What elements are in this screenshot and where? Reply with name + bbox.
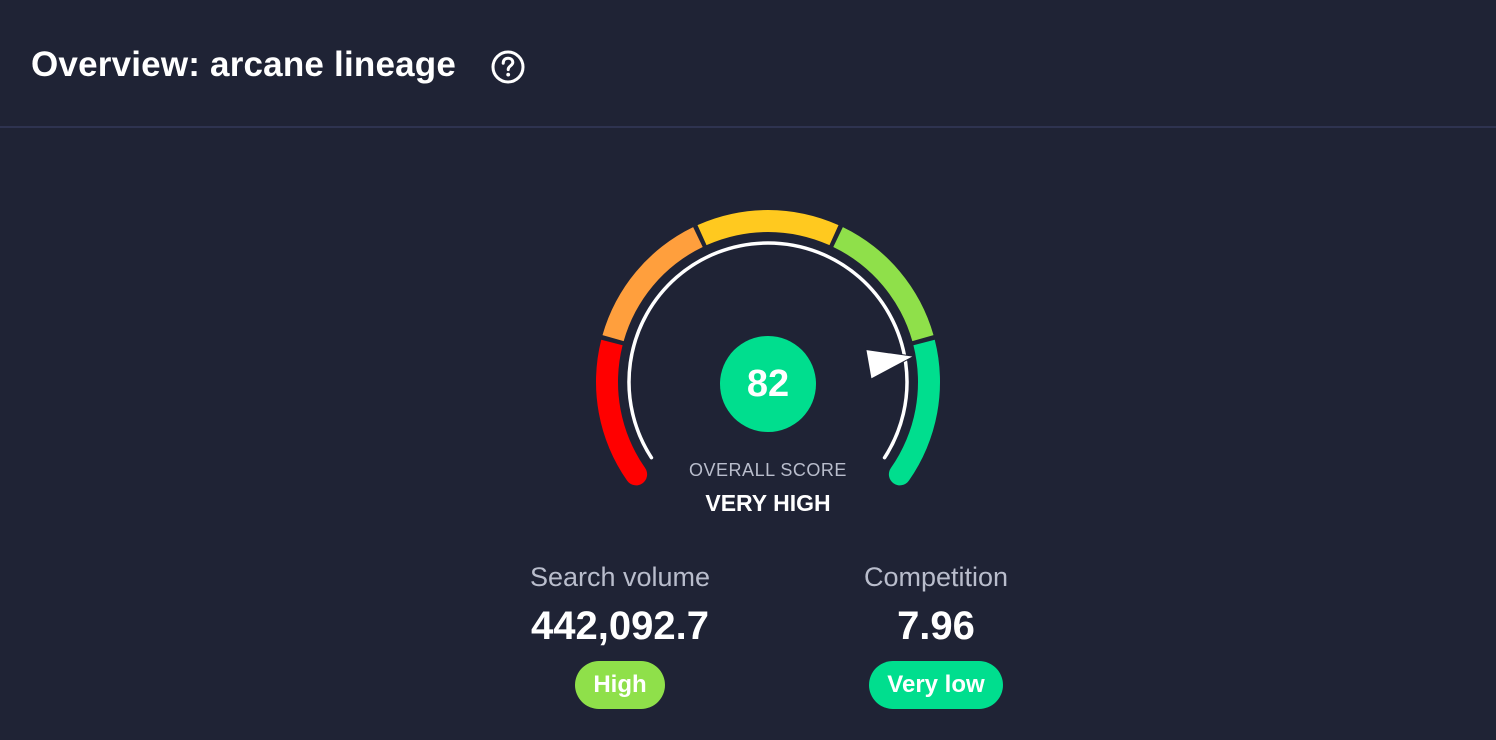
header: Overview: arcane lineage — [0, 0, 1496, 128]
gauge-segment — [697, 210, 839, 246]
page-title: Overview: arcane lineage — [31, 45, 457, 84]
gauge-segment — [596, 339, 648, 486]
score-label: OVERALL SCORE — [689, 460, 847, 480]
gauge-segment — [602, 227, 703, 342]
gauge-pointer — [865, 348, 916, 380]
search-volume-label: Search volume — [529, 562, 711, 592]
search-volume-badge: High — [575, 661, 665, 709]
gauge-segment — [833, 227, 934, 342]
gauge-segment — [888, 339, 940, 486]
gauge-segments — [596, 210, 940, 486]
gauge-inner-arc — [627, 241, 909, 460]
score-rating: VERY HIGH — [705, 490, 831, 516]
competition-badge: Very low — [869, 661, 1003, 709]
competition-label: Competition — [863, 562, 1009, 592]
score-gauge — [596, 210, 940, 486]
question-circle-icon[interactable] — [490, 49, 526, 85]
search-volume-value: 442,092.7 — [531, 604, 709, 648]
competition-value: 7.96 — [897, 604, 975, 648]
score-value: 82 — [720, 336, 816, 432]
competition-metric: Competition 7.96 Very low — [786, 560, 1086, 709]
search-volume-metric: Search volume 442,092.7 High — [470, 560, 770, 709]
